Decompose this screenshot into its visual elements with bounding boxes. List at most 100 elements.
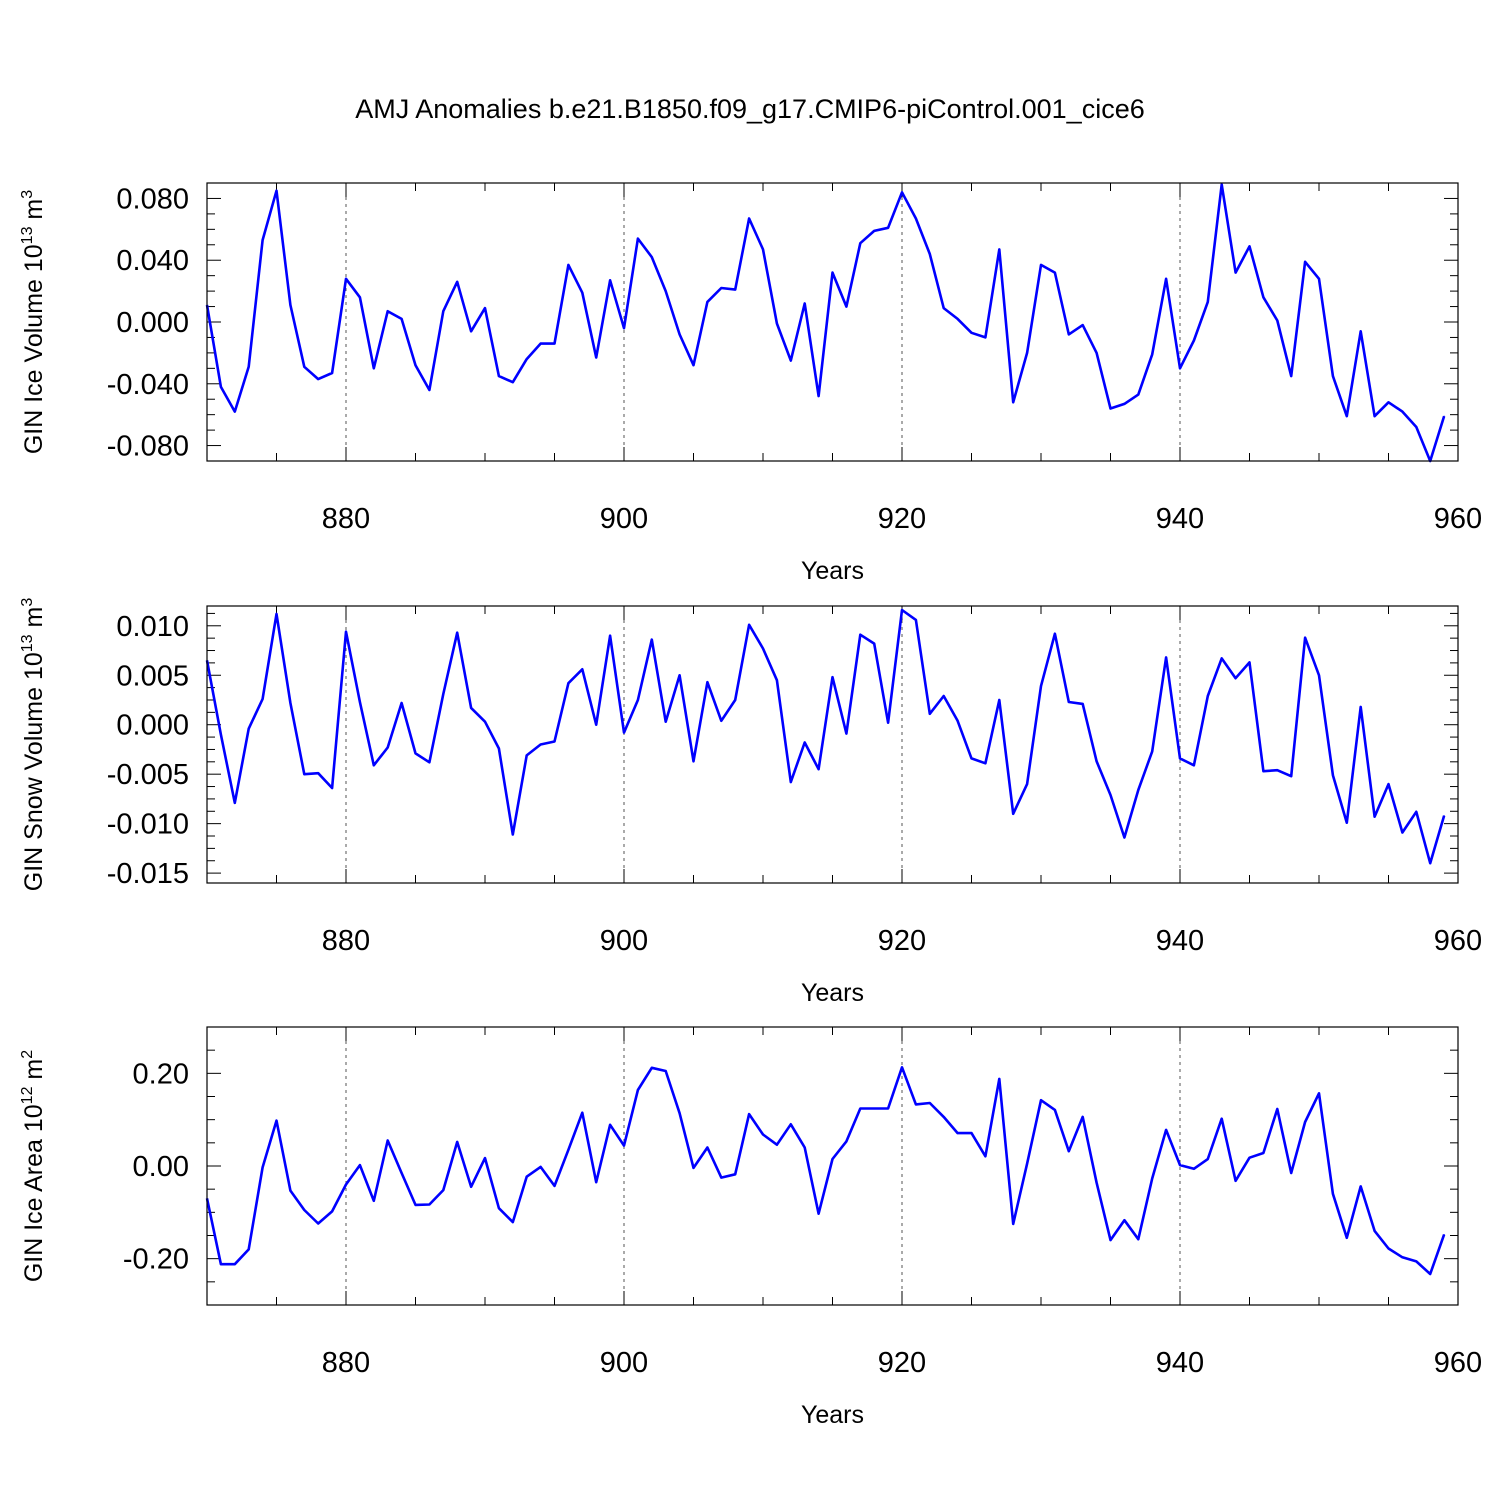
data-point-896	[567, 264, 570, 266]
data-point-907	[720, 287, 722, 289]
y-tick-label: 0.005	[116, 660, 189, 692]
data-point-872	[234, 802, 236, 804]
data-point-873	[248, 366, 250, 368]
data-point-941	[1193, 339, 1195, 342]
data-point-884	[401, 1172, 403, 1174]
data-point-891	[498, 375, 500, 377]
data-point-915	[831, 1158, 834, 1160]
data-point-903	[665, 1070, 667, 1072]
data-point-888	[456, 632, 458, 634]
data-point-921	[915, 217, 917, 220]
data-point-903	[665, 721, 667, 723]
panel-ice-area: 880 900 920 940 960 0.20 0.00 -0.20 Years GIN Ice…	[19, 1026, 1482, 1429]
data-point-944	[1235, 1180, 1237, 1182]
data-point-878	[317, 772, 319, 774]
data-point-899	[609, 279, 611, 281]
data-point-880	[345, 631, 347, 633]
data-point-873	[248, 728, 250, 730]
data-point-919	[887, 227, 889, 229]
data-point-908	[734, 699, 736, 701]
data-point-879	[331, 372, 333, 374]
data-point-914	[818, 768, 820, 770]
data-point-908	[734, 1173, 736, 1175]
data-point-902	[651, 1067, 653, 1069]
data-point-937	[1137, 393, 1139, 396]
data-point-928	[1012, 401, 1014, 403]
data-point-901	[637, 238, 639, 240]
x-tick-label-920: 920	[878, 925, 926, 957]
data-point-916	[845, 1140, 848, 1143]
series-line	[205, 608, 1446, 865]
data-point-959	[1443, 415, 1445, 417]
data-point-894	[540, 343, 542, 345]
data-point-939	[1165, 656, 1167, 659]
data-point-936	[1123, 403, 1125, 405]
data-point-922	[929, 713, 931, 715]
x-axis-title: Years	[801, 1401, 864, 1429]
data-point-928	[1012, 1223, 1014, 1225]
data-point-895	[553, 1185, 556, 1187]
data-point-904	[679, 674, 681, 676]
data-point-886	[428, 1203, 430, 1206]
data-point-900	[623, 732, 625, 734]
data-point-948	[1290, 775, 1292, 777]
data-point-881	[359, 701, 361, 703]
data-point-932	[1068, 333, 1070, 335]
data-point-946	[1262, 1152, 1264, 1154]
y-tick-label: -0.040	[107, 369, 189, 401]
x-tick-label-940: 940	[1156, 503, 1204, 535]
data-point-918	[873, 1107, 875, 1110]
y-tick-label: 0.20	[133, 1058, 189, 1090]
data-point-920	[901, 1066, 903, 1068]
data-point-897	[581, 1112, 583, 1114]
data-point-881	[359, 296, 361, 298]
data-point-926	[984, 762, 987, 764]
panel-snow-volume: 880 900 920 940 960 0.010 0.005 0.000 -0.005 -0.0…	[19, 598, 1482, 1007]
data-point-878	[317, 378, 319, 380]
data-point-957	[1415, 1260, 1417, 1263]
data-point-952	[1346, 415, 1348, 417]
x-axis-title: Years	[801, 557, 864, 585]
data-point-940	[1179, 1164, 1181, 1166]
data-point-937	[1137, 789, 1139, 791]
data-point-947	[1276, 1108, 1278, 1110]
data-point-942	[1207, 695, 1209, 697]
data-point-874	[262, 1166, 264, 1168]
data-point-909	[748, 624, 750, 626]
data-point-955	[1387, 401, 1390, 403]
data-point-943	[1221, 183, 1223, 186]
data-point-896	[567, 1149, 570, 1151]
data-point-911	[776, 1144, 778, 1146]
data-point-955	[1387, 783, 1390, 785]
data-point-905	[692, 760, 695, 762]
data-point-911	[776, 322, 778, 325]
data-point-913	[804, 741, 806, 744]
x-axis-title: Years	[801, 979, 864, 1007]
data-point-877	[303, 773, 305, 775]
data-point-914	[818, 1213, 820, 1215]
data-point-936	[1123, 836, 1125, 839]
data-point-928	[1012, 813, 1014, 815]
data-point-876	[289, 702, 291, 704]
data-point-893	[526, 358, 528, 360]
data-point-938	[1151, 353, 1153, 356]
data-point-958	[1429, 862, 1431, 864]
data-point-872	[234, 410, 236, 413]
data-point-924	[957, 720, 959, 722]
data-point-941	[1193, 1168, 1195, 1170]
y-tick-label: 0.040	[116, 245, 189, 277]
data-point-918	[873, 230, 875, 232]
data-point-871	[220, 734, 222, 736]
data-point-910	[762, 647, 764, 650]
data-point-932	[1068, 701, 1070, 703]
y-tick-label: 0.00	[133, 1151, 189, 1183]
data-point-875	[275, 1119, 278, 1122]
data-point-898	[595, 356, 597, 359]
data-point-934	[1096, 760, 1098, 762]
data-point-931	[1054, 1109, 1056, 1111]
data-point-923	[943, 307, 945, 309]
data-point-935	[1109, 1239, 1112, 1241]
data-point-926	[984, 1155, 987, 1157]
data-point-943	[1221, 657, 1223, 660]
data-point-879	[331, 1210, 333, 1213]
